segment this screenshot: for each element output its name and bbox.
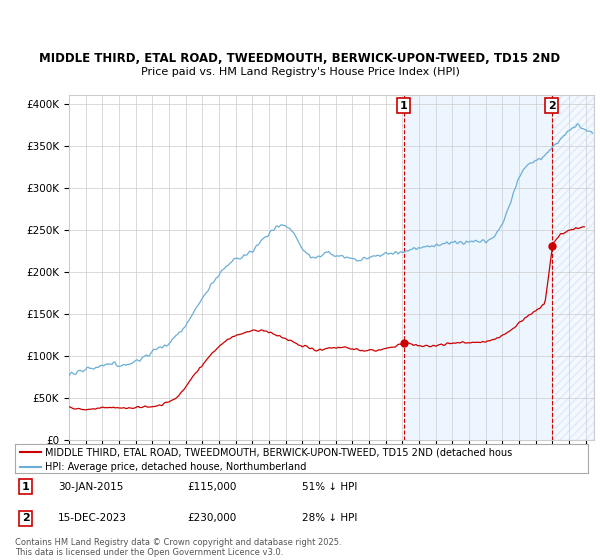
Text: 2: 2 [548,101,556,110]
Text: 1: 1 [400,101,407,110]
Bar [404,95,551,440]
Text: 30-JAN-2015: 30-JAN-2015 [58,482,124,492]
Text: 51% ↓ HPI: 51% ↓ HPI [302,482,357,492]
Text: Price paid vs. HM Land Registry's House Price Index (HPI): Price paid vs. HM Land Registry's House … [140,67,460,77]
Text: Contains HM Land Registry data © Crown copyright and database right 2025.
This d: Contains HM Land Registry data © Crown c… [15,538,341,557]
Text: 28% ↓ HPI: 28% ↓ HPI [302,514,357,524]
Text: MIDDLE THIRD, ETAL ROAD, TWEEDMOUTH, BERWICK-UPON-TWEED, TD15 2ND (detached hous: MIDDLE THIRD, ETAL ROAD, TWEEDMOUTH, BER… [45,447,512,457]
Text: 15-DEC-2023: 15-DEC-2023 [58,514,127,524]
Text: 1: 1 [22,482,29,492]
Text: 2: 2 [22,514,29,524]
Text: HPI: Average price, detached house, Northumberland: HPI: Average price, detached house, Nort… [45,462,306,472]
Text: £115,000: £115,000 [187,482,236,492]
Bar [551,95,594,440]
Text: £230,000: £230,000 [187,514,236,524]
Text: MIDDLE THIRD, ETAL ROAD, TWEEDMOUTH, BERWICK-UPON-TWEED, TD15 2ND: MIDDLE THIRD, ETAL ROAD, TWEEDMOUTH, BER… [40,52,560,66]
